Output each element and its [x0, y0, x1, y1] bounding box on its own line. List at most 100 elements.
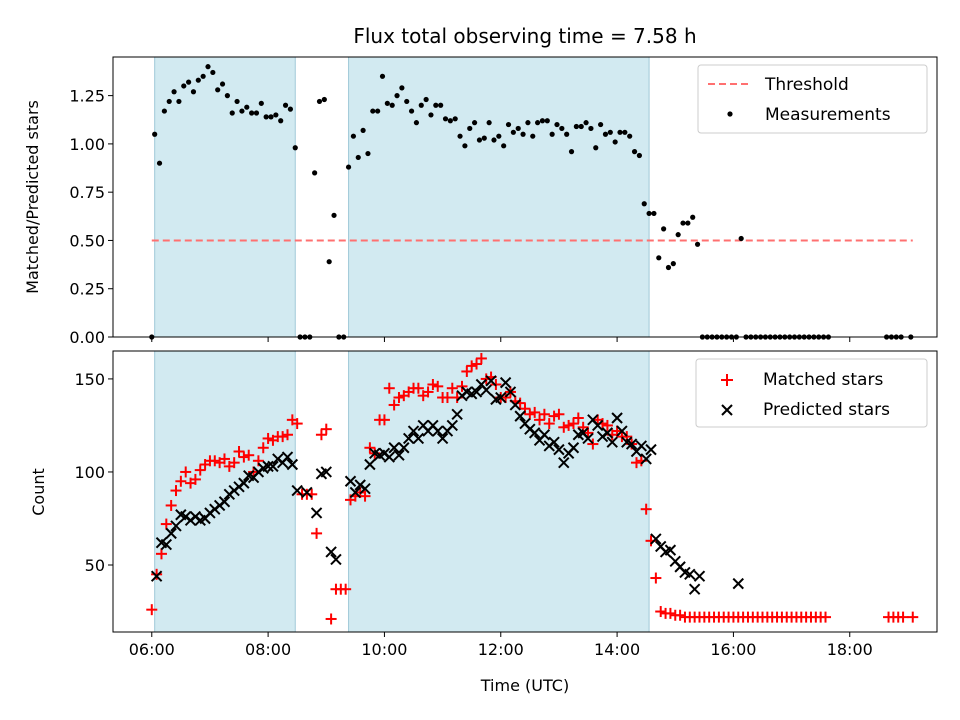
matched-star-point [277, 431, 289, 443]
top-shaded-intervals [154, 56, 650, 338]
measurement-point [326, 259, 332, 265]
measurement-point [607, 129, 613, 135]
top-y-axis-label: Matched/Predicted stars [23, 100, 42, 294]
measurement-point [675, 232, 681, 238]
matched-star-point [281, 429, 293, 441]
x-tick-label: 16:00 [710, 640, 756, 659]
measurement-point [651, 210, 657, 217]
matched-star-point [393, 392, 405, 404]
measurement-point [399, 85, 405, 91]
matched-star-point [383, 382, 395, 394]
predicted-star-point [402, 432, 415, 445]
matched-star-point [228, 457, 240, 469]
predicted-star-point [170, 520, 182, 532]
matched-star-point [146, 604, 158, 616]
predicted-star-point [398, 442, 410, 454]
y-tick-label: 1.00 [69, 135, 105, 154]
predicted-star-point [291, 484, 303, 497]
predicted-star-point [601, 427, 614, 439]
measurement-point [229, 110, 235, 116]
measurement-point [665, 264, 672, 271]
predicted-star-point [640, 453, 652, 465]
measurement-point [365, 150, 371, 157]
predicted-star-point [509, 399, 522, 411]
matched-star-point [233, 445, 245, 457]
matched-star-point [655, 606, 667, 618]
measurement-point [452, 116, 458, 122]
measurement-point [181, 83, 187, 89]
measurement-point [219, 81, 226, 87]
matched-star-point [441, 392, 453, 404]
shaded-interval [348, 350, 650, 633]
measurement-point [578, 123, 584, 130]
measurement-point [215, 87, 221, 93]
measurement-point [568, 149, 575, 155]
matched-star-point [364, 442, 376, 454]
measurement-point [384, 100, 390, 106]
measurement-point [583, 120, 589, 126]
top-legend: Threshold Measurements [697, 64, 928, 134]
measurement-point [738, 235, 744, 242]
measurement-point [554, 121, 560, 128]
measurement-point [685, 220, 691, 226]
measurement-point [239, 108, 245, 114]
measurement-point [312, 170, 318, 176]
predicted-star-point [281, 451, 294, 463]
predicted-star-point [349, 486, 362, 499]
chart-title: Flux total observing time = 7.58 h [353, 24, 696, 48]
measurements-legend-label: Measurements [765, 105, 891, 125]
x-tick-label: 14:00 [594, 640, 640, 659]
measurement-point [331, 212, 337, 218]
matched-star-point [340, 583, 352, 595]
predicted-star-point [364, 458, 376, 471]
predicted-star-point [238, 477, 250, 489]
bottom-axes-frame [112, 350, 938, 633]
measurement-point [520, 131, 526, 137]
predicted-star-point [470, 386, 483, 398]
top-panel: 0.00 0.25 0.50 0.75 1.00 1.25 Matched/Predict… [23, 56, 938, 347]
top-x-ticks [151, 337, 851, 342]
measurement-point [166, 98, 172, 105]
predicted-star-point [286, 458, 299, 471]
y-tick-label: 0.00 [69, 328, 105, 347]
measurement-point [273, 112, 279, 118]
predicted-star-point [582, 432, 594, 445]
matched-star-point [563, 419, 575, 431]
measurement-point [636, 152, 642, 159]
measurement-point [253, 110, 260, 116]
predicted-star-point [635, 440, 648, 452]
predicted-star-point [150, 570, 163, 582]
measurement-point [408, 108, 415, 114]
predicted-star-point [359, 483, 371, 495]
predicted-star-point [688, 583, 701, 595]
predicted-star-point [499, 376, 512, 389]
predicted-star-point [625, 438, 638, 450]
predicted-star-point [330, 553, 342, 566]
matched-star-point [461, 365, 473, 377]
matched-star-point [170, 485, 182, 497]
measurement-point [244, 104, 250, 110]
matched-star-point [650, 572, 662, 584]
predicted-star-point [548, 436, 560, 448]
matched-star-point [189, 473, 201, 485]
bottom-panel: 50 100 150 06:00 08:00 10:00 12:00 14:00 16:00 1… [29, 350, 938, 695]
matched-star-point [446, 382, 458, 394]
measurement-point [200, 73, 206, 79]
predicted-star-point [301, 486, 313, 499]
measurement-point [471, 120, 478, 126]
measurement-point [258, 100, 264, 106]
matched-star-point [160, 518, 172, 530]
measurement-point [505, 121, 512, 128]
matched-star-point [907, 611, 919, 623]
predicted-star-point [664, 544, 677, 556]
measurement-point [670, 261, 676, 267]
matched-legend-marker [721, 374, 733, 386]
measurement-point [379, 73, 386, 79]
measurement-point [389, 102, 395, 108]
measurement-point [321, 96, 327, 103]
y-tick-label: 50 [85, 556, 105, 575]
measurement-point [510, 129, 516, 135]
measurement-point [263, 114, 269, 120]
y-tick-label: 0.50 [69, 231, 105, 250]
